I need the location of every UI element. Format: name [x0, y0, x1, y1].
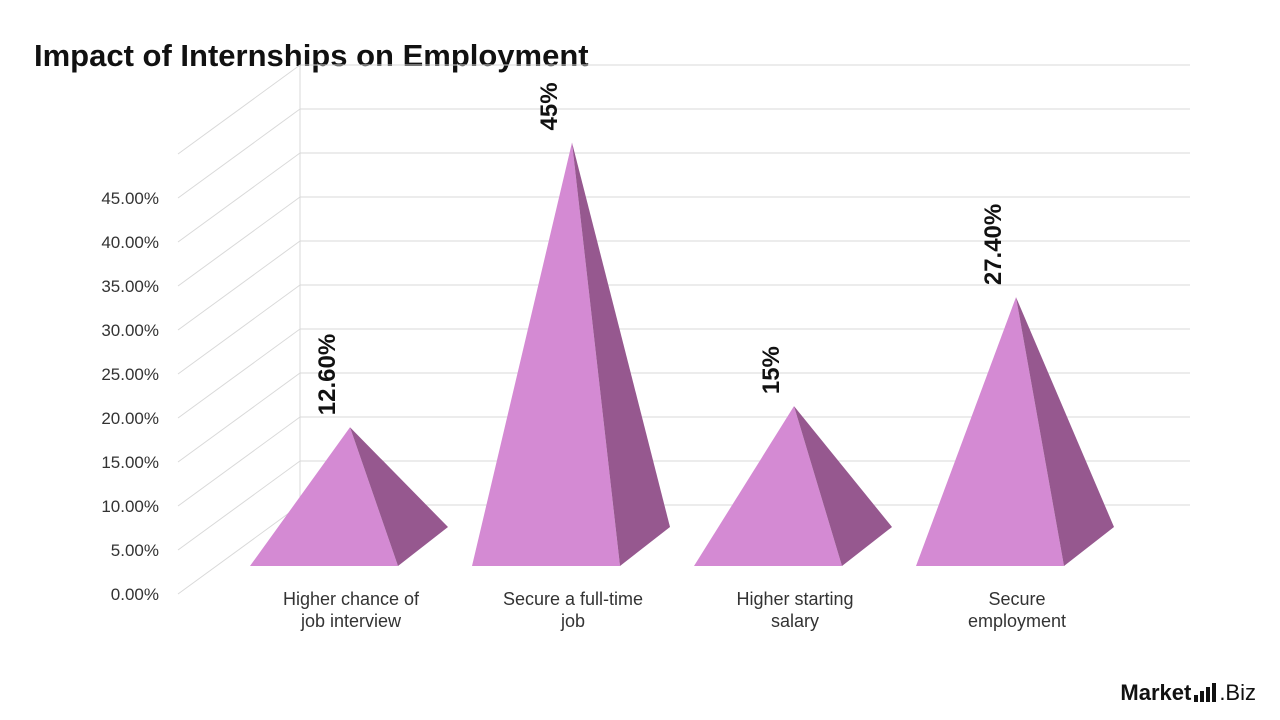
side-gridline [177, 284, 301, 375]
pyramid-front-face [250, 427, 398, 566]
x-category-label: Secure a full-time [503, 589, 643, 609]
pyramid-front-face [472, 142, 620, 566]
gridlines [177, 64, 1190, 595]
data-label: 45% [536, 82, 563, 130]
pyramid-side-face [794, 406, 892, 566]
y-tick-label: 25.00% [101, 365, 159, 384]
pyramid-front-face [694, 406, 842, 566]
brand-suffix: .Biz [1219, 680, 1256, 705]
brand-logo: Market .Biz [1120, 680, 1256, 706]
x-category-label: job interview [300, 611, 402, 631]
y-axis-ticks: 0.00% 5.00% 10.00% 15.00% 20.00% 25.00% 30.00%… [101, 189, 159, 604]
y-tick-label: 10.00% [101, 497, 159, 516]
side-gridline [177, 108, 301, 199]
pyramid-side-face [1016, 297, 1114, 566]
y-tick-label: 0.00% [111, 585, 159, 604]
y-tick-label: 35.00% [101, 277, 159, 296]
x-category-label: Secure [988, 589, 1045, 609]
side-gridline [177, 240, 301, 331]
side-gridline [177, 328, 301, 419]
brand-name: Market [1120, 680, 1192, 705]
chart-title: Impact of Internships on Employment [34, 38, 589, 73]
y-tick-label: 20.00% [101, 409, 159, 428]
y-tick-label: 45.00% [101, 189, 159, 208]
side-gridline [177, 152, 301, 243]
brand-bars-icon [1194, 683, 1217, 702]
data-label: 15% [758, 346, 785, 394]
y-tick-label: 15.00% [101, 453, 159, 472]
pyramid-side-face [572, 142, 670, 566]
pyramid-side-face [350, 427, 448, 566]
data-labels: 12.60% 45% 15% 27.40% [314, 82, 1007, 415]
side-gridline [177, 504, 301, 595]
side-gridline [177, 372, 301, 463]
y-tick-label: 30.00% [101, 321, 159, 340]
side-gridline [177, 64, 301, 155]
data-label: 12.60% [314, 334, 341, 415]
pyramid-front-face [916, 297, 1064, 566]
x-category-label: Higher starting [736, 589, 853, 609]
side-gridline [177, 196, 301, 287]
x-category-label: employment [968, 611, 1066, 631]
x-category-label: salary [771, 611, 819, 631]
y-tick-label: 40.00% [101, 233, 159, 252]
side-gridline [177, 460, 301, 551]
x-category-label: Higher chance of [283, 589, 420, 609]
x-category-label: job [560, 611, 585, 631]
data-label: 27.40% [980, 204, 1007, 285]
side-gridline [177, 416, 301, 507]
y-tick-label: 5.00% [111, 541, 159, 560]
pyramid-bars [250, 142, 1114, 566]
